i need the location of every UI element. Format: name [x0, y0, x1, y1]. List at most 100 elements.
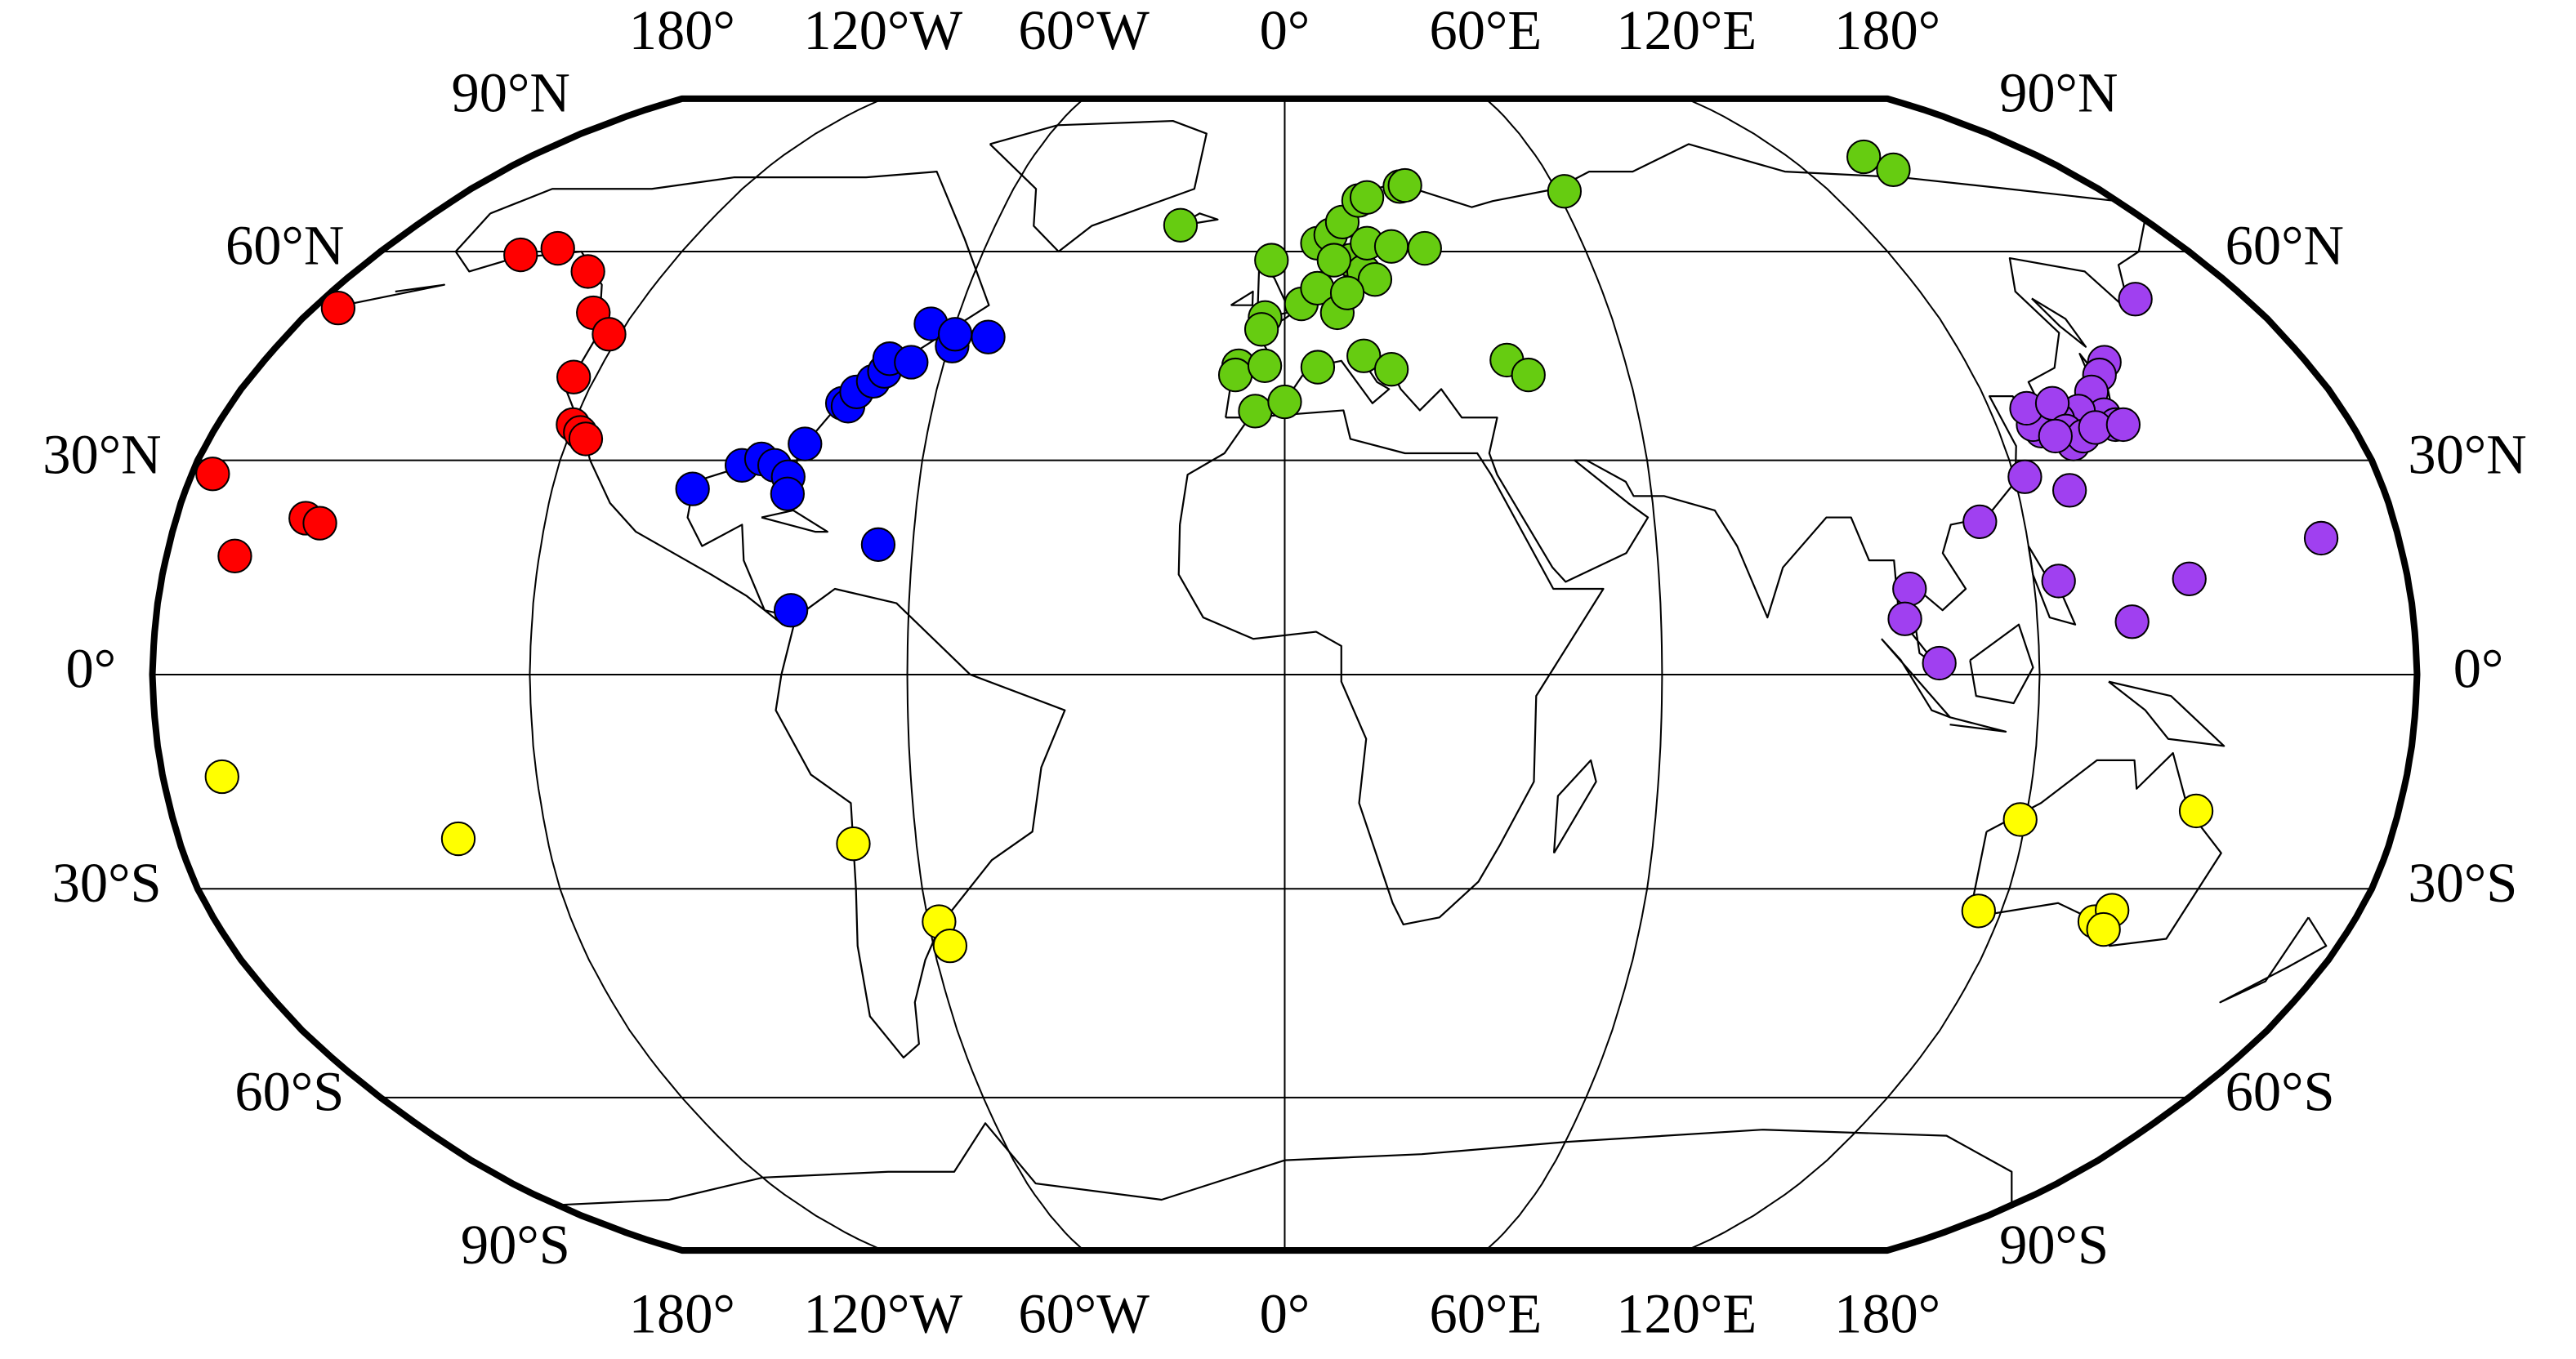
- lat-label-left: 0°: [66, 638, 117, 700]
- site-point: [2178, 793, 2214, 829]
- lon-label-top: 120°W: [803, 0, 962, 61]
- lat-label-left: 60°S: [234, 1061, 344, 1123]
- coastline: [2108, 680, 2226, 747]
- site-point: [836, 827, 871, 862]
- site-point: [1922, 645, 1957, 681]
- site-point: [1547, 174, 1583, 209]
- site-point: [568, 421, 604, 457]
- site-point: [1846, 139, 1882, 175]
- coastline: [775, 587, 1066, 1059]
- site-point: [302, 506, 337, 541]
- site-point: [788, 426, 823, 461]
- site-point: [570, 254, 605, 289]
- coastlines: [343, 119, 2328, 1206]
- site-point: [2118, 282, 2153, 317]
- lon-label-bottom: 180°: [1834, 1282, 1940, 1344]
- site-point: [1962, 504, 1998, 540]
- site-point: [204, 759, 239, 795]
- lon-label-top: 180°: [629, 0, 735, 61]
- lat-label-left: 30°N: [42, 423, 161, 485]
- site-point: [320, 290, 356, 326]
- site-point: [1892, 571, 1927, 607]
- lon-label-top: 60°W: [1018, 0, 1150, 61]
- meridian: [1484, 98, 1663, 1251]
- meridian: [529, 97, 884, 1251]
- site-point: [540, 230, 575, 266]
- lon-label-bottom: 0°: [1260, 1282, 1310, 1344]
- site-point: [2303, 520, 2339, 556]
- lon-label-bottom: 180°: [629, 1282, 735, 1344]
- site-point: [1349, 180, 1385, 215]
- site-point: [2105, 407, 2141, 443]
- lon-label-bottom: 60°W: [1018, 1282, 1150, 1344]
- site-point: [2114, 604, 2150, 639]
- site-point: [1300, 350, 1336, 385]
- site-point: [1373, 352, 1409, 387]
- site-point: [770, 476, 806, 511]
- site-point: [894, 345, 929, 380]
- site-point: [932, 928, 967, 964]
- site-point: [1887, 601, 1922, 636]
- points: [195, 139, 2339, 964]
- labels: 90°N 90°N 60°N 60°N 30°N 30°N 0° 0° 30°S 30°S 60°S…: [42, 0, 2526, 1344]
- site-point: [592, 317, 627, 352]
- site-point: [1357, 262, 1393, 297]
- lat-label-right: 90°S: [1999, 1214, 2109, 1276]
- coastline: [761, 509, 828, 533]
- coastline: [1552, 759, 1597, 854]
- coastline: [989, 119, 1208, 253]
- coastline: [1177, 409, 1605, 926]
- site-point: [1407, 230, 1442, 266]
- site-point: [2041, 564, 2076, 599]
- map-frame: [149, 95, 2421, 1254]
- site-point: [971, 319, 1006, 354]
- meridian: [1685, 97, 2041, 1251]
- site-point: [1961, 893, 1996, 929]
- site-point: [440, 821, 476, 857]
- lon-label-top: 60°E: [1429, 0, 1542, 61]
- site-point: [1329, 275, 1365, 310]
- lon-label-top: 120°E: [1616, 0, 1757, 61]
- site-point: [503, 237, 538, 273]
- site-point: [2002, 802, 2038, 837]
- coastline: [1968, 751, 2222, 947]
- site-point: [1247, 348, 1283, 384]
- site-point: [1254, 243, 1289, 278]
- site-point: [1238, 394, 1273, 429]
- meridian: [906, 98, 1085, 1251]
- coastline: [343, 283, 445, 306]
- lat-label-right: 30°N: [2408, 423, 2526, 485]
- lat-label-right: 60°S: [2226, 1061, 2335, 1123]
- lat-label-right: 60°N: [2226, 215, 2344, 277]
- site-point: [1876, 152, 1911, 188]
- site-point: [937, 317, 973, 352]
- coastline: [1969, 623, 2034, 705]
- site-point: [1217, 357, 1253, 393]
- lat-label-right: 0°: [2453, 638, 2504, 700]
- site-point: [1316, 243, 1351, 278]
- lon-label-bottom: 120°W: [803, 1282, 962, 1344]
- lon-label-top: 180°: [1834, 0, 1940, 61]
- lat-label-left: 90°S: [461, 1214, 570, 1276]
- lat-label-left: 30°S: [52, 852, 162, 914]
- site-point: [556, 359, 592, 394]
- lat-label-right: 30°S: [2408, 852, 2517, 914]
- coastline: [1230, 290, 1254, 306]
- site-point: [1387, 167, 1422, 203]
- coastline: [557, 1122, 2013, 1206]
- coastline: [454, 171, 990, 626]
- site-point: [2172, 561, 2207, 596]
- site-point: [675, 471, 710, 506]
- site-point: [2086, 911, 2121, 947]
- coastline: [1949, 716, 2007, 733]
- coastline: [1225, 143, 2146, 669]
- coastline: [2031, 297, 2087, 348]
- site-point: [2038, 418, 2073, 454]
- coastline: [1881, 638, 1952, 719]
- site-point: [2051, 473, 2087, 508]
- lon-label-bottom: 120°E: [1616, 1282, 1757, 1344]
- map-border: [149, 95, 2421, 1254]
